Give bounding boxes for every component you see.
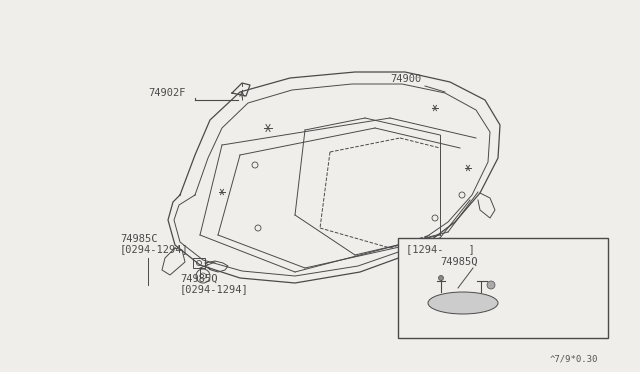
Text: 74902F: 74902F bbox=[148, 88, 186, 98]
Text: 74900: 74900 bbox=[390, 74, 421, 84]
Text: 74985C: 74985C bbox=[120, 234, 157, 244]
Bar bbox=[193, 258, 205, 268]
Text: 74985Q: 74985Q bbox=[440, 257, 477, 267]
Text: [1294-    ]: [1294- ] bbox=[406, 244, 475, 254]
Text: ^7/9*0.30: ^7/9*0.30 bbox=[550, 355, 598, 364]
Ellipse shape bbox=[428, 292, 498, 314]
Circle shape bbox=[438, 276, 444, 280]
Text: [0294-1294]: [0294-1294] bbox=[120, 244, 189, 254]
Text: [0294-1294]: [0294-1294] bbox=[180, 284, 249, 294]
Circle shape bbox=[487, 281, 495, 289]
Bar bbox=[398, 238, 608, 338]
Text: 74985Q: 74985Q bbox=[180, 274, 218, 284]
